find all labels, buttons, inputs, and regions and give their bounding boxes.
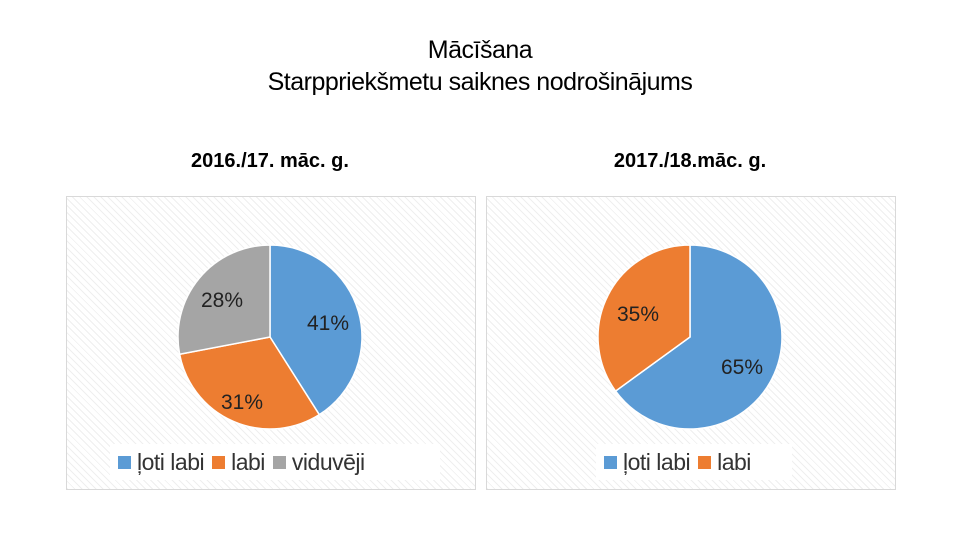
- legend-swatch: [118, 455, 131, 469]
- chart-1-slice-2: [178, 336, 321, 430]
- chart-2-legend-item-1: ļoti labi: [604, 448, 691, 476]
- legend-swatch: [698, 455, 712, 469]
- chart-2-title: 2017./18.māc. g.: [613, 150, 767, 172]
- chart-1-slice-3: [177, 244, 271, 356]
- chart-2-slice-1: [614, 244, 783, 430]
- chart-1-legend-item-3: viduvēji: [272, 448, 365, 476]
- slide-subtitle: Starppriekšmetu saiknes nodrošinājums: [267, 68, 693, 96]
- legend-label: labi: [231, 448, 265, 475]
- legend-swatch: [604, 455, 617, 469]
- chart-2-legend-item-2: labi: [698, 449, 751, 476]
- legend-label: labi: [717, 448, 751, 475]
- chart-1-legend: ļoti labi labi viduvēji: [110, 444, 440, 480]
- legend-label: ļoti labi: [623, 448, 691, 475]
- chart-2-legend: ļoti labi labi: [596, 444, 792, 480]
- chart-2-data-label-1: 65%: [721, 356, 763, 379]
- chart-1-data-label-3: 28%: [201, 289, 243, 312]
- legend-label: viduvēji: [291, 448, 365, 475]
- legend-swatch: [272, 455, 286, 469]
- chart-1-legend-item-2: labi: [212, 449, 265, 476]
- chart-1-data-label-2: 31%: [221, 391, 263, 414]
- chart-1-legend-item-1: ļoti labi: [118, 448, 205, 476]
- slide-title: Mācīšana: [427, 36, 533, 64]
- chart-2-data-label-2: 35%: [617, 303, 659, 326]
- chart-1-data-label-1: 41%: [307, 312, 349, 335]
- chart-1-title: 2016./17. māc. g.: [191, 150, 349, 172]
- legend-label: ļoti labi: [137, 448, 205, 475]
- legend-swatch: [212, 455, 226, 469]
- chart-2-slice-2: [597, 244, 691, 393]
